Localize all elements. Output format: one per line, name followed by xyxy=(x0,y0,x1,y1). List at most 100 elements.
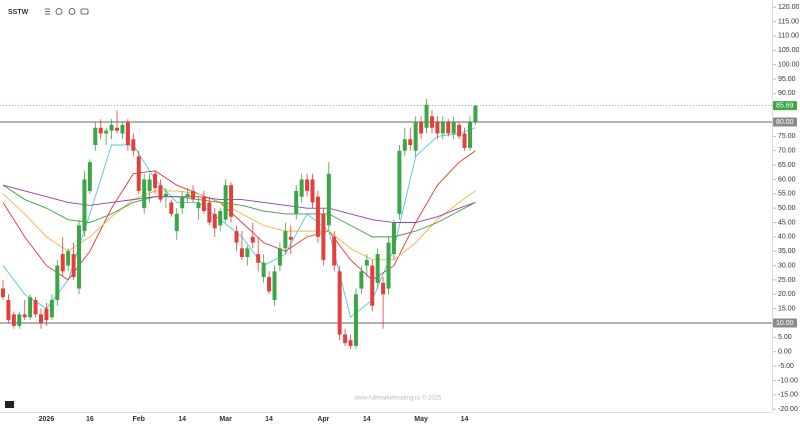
candle-body xyxy=(440,122,445,134)
candle-body xyxy=(229,185,234,217)
candle-body xyxy=(462,133,467,148)
candle-body xyxy=(359,271,364,289)
candle-body xyxy=(245,248,250,257)
y-tick-label: 115.00 xyxy=(778,18,799,25)
candle-body xyxy=(196,202,201,209)
candle-body xyxy=(451,122,456,134)
y-tick-label: 25.00 xyxy=(778,277,796,284)
x-tick-label: 2026 xyxy=(39,416,55,423)
candle-body xyxy=(272,271,277,301)
y-tick-label: 75.00 xyxy=(778,133,796,140)
candle-body xyxy=(17,314,22,326)
moving-average-line xyxy=(2,150,476,281)
candle-body xyxy=(473,105,478,123)
y-tick-label: -15.00 xyxy=(778,392,798,399)
candle-body xyxy=(218,211,223,226)
candle-body xyxy=(267,277,272,292)
candle-body xyxy=(457,124,462,137)
x-tick-label: May xyxy=(414,416,428,423)
candle-body xyxy=(250,236,255,243)
candle-body xyxy=(419,122,424,134)
candle-body xyxy=(77,225,82,289)
candle-body xyxy=(364,259,369,266)
y-tick-label: -5.00 xyxy=(778,363,794,370)
candle-body xyxy=(201,196,206,212)
minus-icon[interactable] xyxy=(55,8,63,15)
y-tick-label: -20.00 xyxy=(778,406,798,413)
y-tick-label: 15.00 xyxy=(778,305,796,312)
candle-body xyxy=(299,179,304,197)
y-tick-label: 20.00 xyxy=(778,291,796,298)
candle-body xyxy=(446,122,451,134)
camera-icon[interactable] xyxy=(80,8,89,15)
candle-body xyxy=(315,196,320,237)
candle-body xyxy=(391,222,396,255)
candle-body xyxy=(82,179,87,232)
x-tick-label: Feb xyxy=(133,416,145,423)
y-tick-label: 50.00 xyxy=(778,205,796,212)
y-tick-label: 60.00 xyxy=(778,176,796,183)
candle-body xyxy=(288,236,293,240)
candle-body xyxy=(120,124,125,134)
y-tick-label: 40.00 xyxy=(778,234,796,241)
candle-body xyxy=(115,127,120,131)
candle-body xyxy=(429,116,434,128)
toolbar-icons[interactable] xyxy=(45,8,89,15)
candle-body xyxy=(55,265,60,301)
x-tick-label: 16 xyxy=(86,416,94,423)
candle-body xyxy=(337,271,342,335)
candle-body xyxy=(71,254,76,278)
candle-body xyxy=(109,124,114,131)
candle-body xyxy=(239,248,244,257)
y-tick-label: 90.00 xyxy=(778,90,796,97)
y-tick-label: 30.00 xyxy=(778,262,796,269)
level-label: 10.00 xyxy=(776,320,794,327)
y-tick-label: 65.00 xyxy=(778,162,796,169)
candle-body xyxy=(305,179,310,191)
candle-body xyxy=(332,236,337,266)
candle-body xyxy=(44,308,49,321)
candle-body xyxy=(87,162,92,191)
y-tick-label: 105.00 xyxy=(778,47,800,54)
candle-body xyxy=(104,130,109,134)
x-tick-label: 14 xyxy=(363,416,371,423)
candle-body xyxy=(261,262,266,278)
candle-body xyxy=(397,150,402,214)
candle-body xyxy=(212,213,217,229)
y-tick-label: 5.00 xyxy=(778,334,792,341)
candle-body xyxy=(408,139,413,145)
y-tick-label: 110.00 xyxy=(778,33,799,40)
candle-body xyxy=(131,139,136,151)
y-tick-label: 95.00 xyxy=(778,76,796,83)
candle-body xyxy=(223,185,228,220)
x-tick-label: Mar xyxy=(219,416,232,423)
y-tick-label: 120.00 xyxy=(778,4,800,11)
y-tick-label: 0.00 xyxy=(778,349,792,356)
level-label-box xyxy=(773,318,797,328)
candle-body xyxy=(191,190,196,200)
level-label: 80.00 xyxy=(776,119,794,126)
candle-body xyxy=(375,254,380,283)
candle-body xyxy=(49,300,54,318)
candle-body xyxy=(153,173,158,189)
candle-body xyxy=(370,265,375,306)
candle-body xyxy=(326,173,331,226)
candle-body xyxy=(353,294,358,346)
candle-body xyxy=(180,196,185,209)
info-icon[interactable] xyxy=(68,8,76,15)
candle-body xyxy=(310,179,315,203)
candle-body xyxy=(413,122,418,151)
x-tick-label: 14 xyxy=(178,416,186,423)
y-tick-label: 45.00 xyxy=(778,219,796,226)
candle-body xyxy=(381,282,386,295)
candle-body xyxy=(169,202,174,214)
last-price-label: 85.69 xyxy=(776,103,794,110)
candle-body xyxy=(93,127,98,145)
candle-body xyxy=(6,300,11,321)
candle-body xyxy=(283,231,288,249)
candle-body xyxy=(11,314,16,326)
y-tick-label: 55.00 xyxy=(778,191,796,198)
candle-body xyxy=(158,185,163,200)
candle-body xyxy=(256,254,261,263)
